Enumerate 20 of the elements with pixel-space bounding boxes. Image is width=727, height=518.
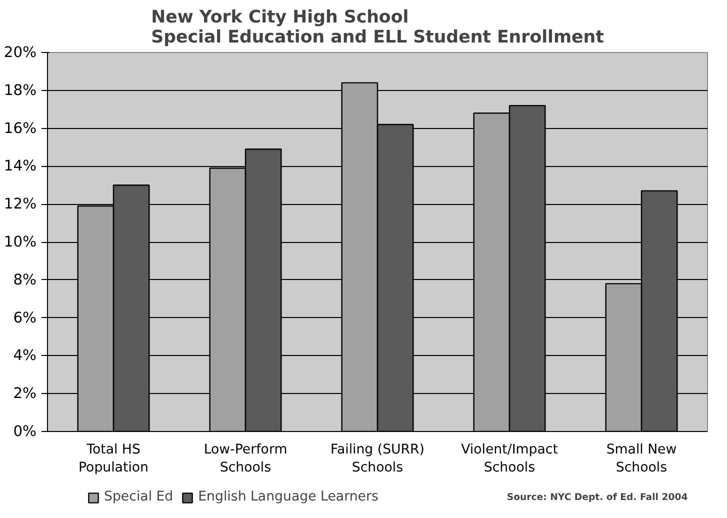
x-tick-label: Low-Perform Schools bbox=[204, 442, 288, 476]
y-tick-label: 16% bbox=[4, 120, 37, 137]
y-tick-label: 6% bbox=[13, 309, 37, 326]
y-tick-label: 14% bbox=[4, 158, 37, 175]
x-tick-label: Total HS Population bbox=[78, 442, 149, 476]
chart-title: New York City High School Special Education and ELL Student Enrollment bbox=[151, 8, 604, 48]
source-note: Source: NYC Dept. of Ed. Fall 2004 bbox=[506, 492, 688, 503]
y-tick-label: 8% bbox=[13, 271, 37, 288]
legend-label: Special Ed bbox=[104, 490, 174, 504]
y-tick-label: 4% bbox=[13, 347, 37, 364]
y-tick-label: 2% bbox=[13, 385, 37, 402]
x-tick-label: Small New Schools bbox=[606, 442, 677, 476]
y-tick-label: 20% bbox=[4, 44, 37, 61]
y-tick-label: 18% bbox=[4, 82, 37, 99]
y-tick-label: 0% bbox=[13, 423, 37, 440]
x-tick-label: Violent/Impact Schools bbox=[461, 442, 558, 476]
x-tick-label: Failing (SURR) Schools bbox=[330, 442, 424, 476]
legend-label: English Language Learners bbox=[198, 490, 378, 504]
y-tick-label: 10% bbox=[4, 234, 37, 250]
y-tick-label: 12% bbox=[4, 196, 37, 213]
